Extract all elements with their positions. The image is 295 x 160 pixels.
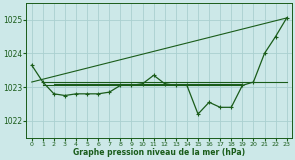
X-axis label: Graphe pression niveau de la mer (hPa): Graphe pression niveau de la mer (hPa): [73, 148, 245, 157]
